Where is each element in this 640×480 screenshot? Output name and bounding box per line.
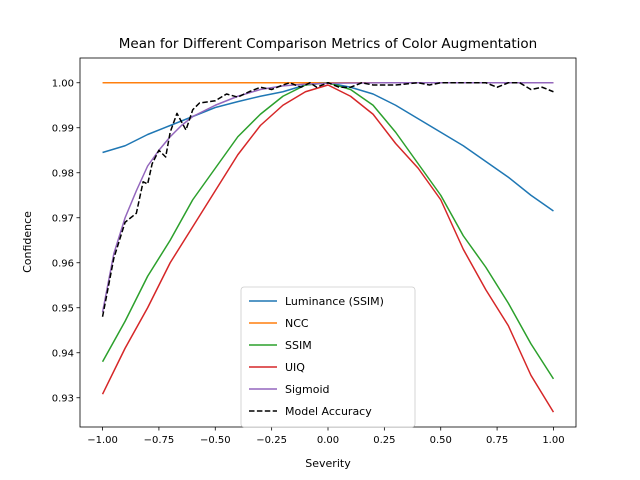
legend-label-ncc: NCC <box>285 317 309 330</box>
legend: Luminance (SSIM) NCC SSIM UIQ Sigmoid Model A… <box>240 286 416 428</box>
series-line-sigmoid <box>101 82 554 313</box>
y-tick-label: 0.97 <box>52 213 74 224</box>
legend-label-ssim: SSIM <box>285 339 312 352</box>
legend-box <box>240 286 416 428</box>
series-line-uiq <box>101 84 555 413</box>
x-tick-label: −0.75 <box>144 435 175 446</box>
x-tick-label: 0.00 <box>317 435 339 446</box>
legend-label-luminance-ssim: Luminance (SSIM) <box>285 295 384 308</box>
y-axis-label: Confidence <box>21 211 34 273</box>
chart-title: Mean for Different Comparison Metrics of… <box>119 36 537 52</box>
legend-label-model-accuracy: Model Accuracy <box>285 405 372 418</box>
y-tick-label: 0.95 <box>52 303 74 314</box>
series-layer <box>101 82 555 413</box>
x-tick-label: 1.00 <box>542 435 564 446</box>
x-tick-label: −1.00 <box>87 435 118 446</box>
x-axis: −1.00 −0.75 −0.50 −0.25 0.00 0.25 0.50 0.75 1.00 <box>87 427 565 446</box>
series-line-model-accuracy <box>101 82 554 317</box>
y-axis: 0.93 0.94 0.95 0.96 0.97 0.98 0.99 1.00 <box>52 78 80 404</box>
y-tick-label: 1.00 <box>52 78 74 89</box>
x-tick-label: 0.75 <box>486 435 508 446</box>
y-tick-label: 0.98 <box>52 168 74 179</box>
legend-label-sigmoid: Sigmoid <box>285 383 330 396</box>
y-tick-label: 0.93 <box>52 393 74 404</box>
series-line-luminance-ssim <box>102 82 554 212</box>
x-tick-label: −0.50 <box>200 435 231 446</box>
y-tick-label: 0.96 <box>52 258 74 269</box>
x-tick-label: 0.25 <box>373 435 395 446</box>
x-tick-label: 0.50 <box>430 435 452 446</box>
x-axis-label: Severity <box>305 457 351 470</box>
x-tick-label: −0.25 <box>256 435 287 446</box>
y-tick-label: 0.94 <box>52 348 74 359</box>
y-tick-label: 0.99 <box>52 123 74 134</box>
legend-label-uiq: UIQ <box>285 361 305 374</box>
